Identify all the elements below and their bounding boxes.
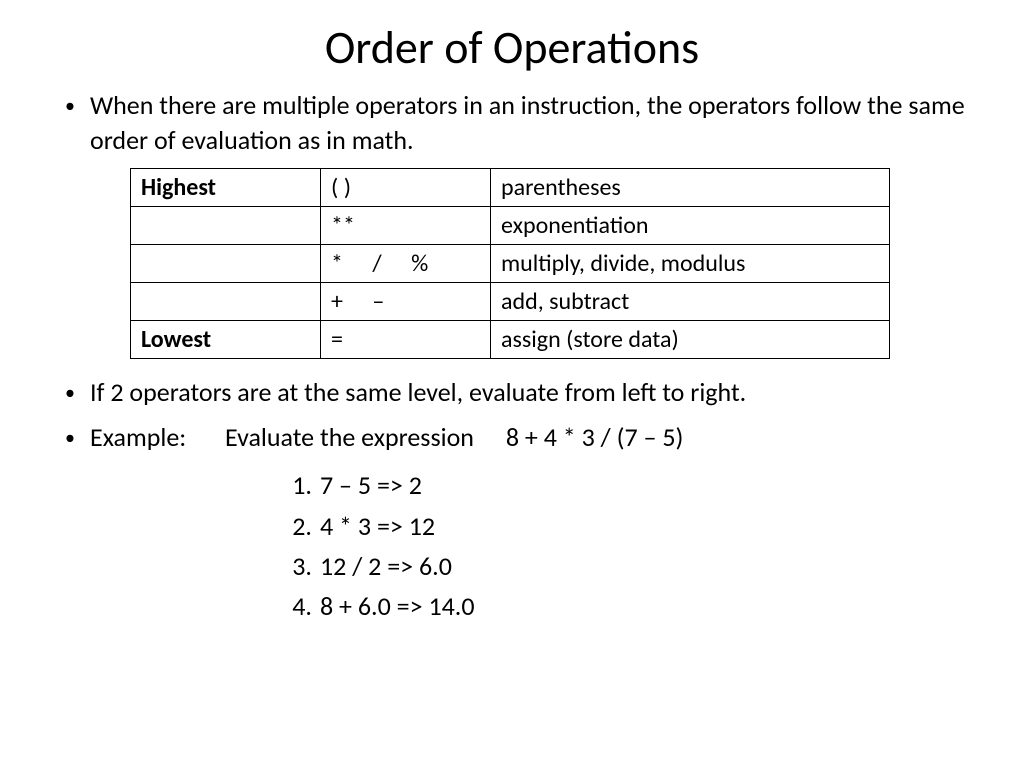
cell-level <box>131 207 321 245</box>
bullet-same-level: • If 2 operators are at the same level, … <box>50 375 974 410</box>
cell-symbol: ** <box>321 207 491 245</box>
precedence-table: Highest( )parentheses**exponentiation* /… <box>130 168 890 359</box>
bullet-example: • Example: Evaluate the expression 8 + 4… <box>50 420 974 455</box>
cell-level: Highest <box>131 169 321 207</box>
table-row: + –add, subtract <box>131 283 890 321</box>
bullet-same-level-text: If 2 operators are at the same level, ev… <box>90 375 974 410</box>
bullet-intro: • When there are multiple operators in a… <box>50 88 974 158</box>
precedence-table-body: Highest( )parentheses**exponentiation* /… <box>131 169 890 359</box>
bullet-example-content: Example: Evaluate the expression 8 + 4 *… <box>90 420 974 455</box>
step-number: 4. <box>280 586 320 626</box>
bullet-intro-text: When there are multiple operators in an … <box>90 88 974 158</box>
cell-level: Lowest <box>131 321 321 359</box>
step-text: 4 * 3 => 12 <box>320 506 435 546</box>
table-row: Highest( )parentheses <box>131 169 890 207</box>
step-text: 8 + 6.0 => 14.0 <box>320 586 475 626</box>
step-row: 4.8 + 6.0 => 14.0 <box>280 586 974 626</box>
step-row: 2.4 * 3 => 12 <box>280 506 974 546</box>
cell-description: exponentiation <box>491 207 890 245</box>
example-expression: Evaluate the expression 8 + 4 * 3 / (7 –… <box>225 420 683 455</box>
cell-description: add, subtract <box>491 283 890 321</box>
table-row: Lowest=assign (store data) <box>131 321 890 359</box>
cell-symbol: + – <box>321 283 491 321</box>
cell-level <box>131 283 321 321</box>
step-number: 3. <box>280 546 320 586</box>
step-row: 3.12 / 2 => 6.0 <box>280 546 974 586</box>
bullet-marker: • <box>50 420 90 452</box>
step-number: 2. <box>280 506 320 546</box>
table-row: * / %multiply, divide, modulus <box>131 245 890 283</box>
cell-symbol: = <box>321 321 491 359</box>
example-steps: 1.7 – 5 => 22.4 * 3 => 123.12 / 2 => 6.0… <box>280 465 974 626</box>
step-text: 7 – 5 => 2 <box>320 465 422 505</box>
page-title: Order of Operations <box>50 20 974 76</box>
cell-level <box>131 245 321 283</box>
step-text: 12 / 2 => 6.0 <box>320 546 452 586</box>
cell-symbol: * / % <box>321 245 491 283</box>
cell-description: assign (store data) <box>491 321 890 359</box>
cell-description: multiply, divide, modulus <box>491 245 890 283</box>
example-label: Example: <box>90 420 225 455</box>
cell-symbol: ( ) <box>321 169 491 207</box>
bullet-marker: • <box>50 375 90 407</box>
step-number: 1. <box>280 465 320 505</box>
cell-description: parentheses <box>491 169 890 207</box>
table-row: **exponentiation <box>131 207 890 245</box>
bullet-marker: • <box>50 88 90 120</box>
step-row: 1.7 – 5 => 2 <box>280 465 974 505</box>
